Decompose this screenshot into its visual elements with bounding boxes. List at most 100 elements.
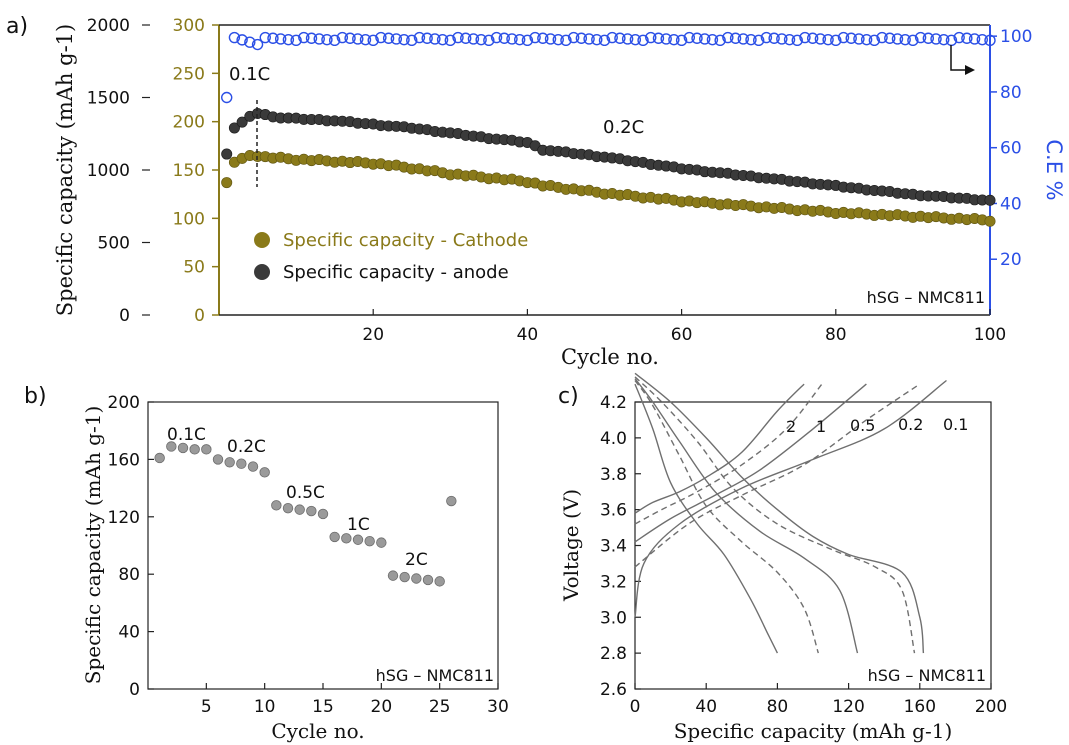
ce-point [444,34,456,47]
x-tick-label: 60 [671,325,693,345]
c-y-tick-label: 2.6 [600,680,627,700]
ce-series [221,31,996,104]
x-tick-label: 20 [362,325,384,345]
discharge-curve-0.2 [634,376,916,654]
ce-point [259,31,271,44]
ce-point [344,32,356,44]
c-x-tick-label: 160 [904,697,936,717]
ce-point [321,33,333,46]
discharge-curve-1 [634,380,819,654]
ce-point [282,33,295,46]
ce-point [783,33,796,46]
panel-a-ylabel-left: Specific capacity (mAh g-1) [53,24,77,316]
panel-a-cathode-ticks: 0 50 100 150 200 250 300 [173,16,219,326]
ce-point [660,33,672,45]
b-data-point [201,444,212,455]
panel-b-points [154,441,457,587]
anode-series [221,107,996,206]
x-tick-label: 80 [825,325,847,345]
ce-point [637,34,649,47]
ce-point [591,33,603,46]
ce-point [922,32,935,44]
c-y-tick-label: 3.6 [600,501,627,521]
ce-point [529,31,541,44]
anode-tick-label: 1000 [87,161,130,181]
b-data-point [399,571,410,583]
ce-point [714,34,726,47]
b-data-point [259,467,270,478]
panel-b: b) Specific capacity (mAh g-1) 0 40 80 120 1… [24,384,509,743]
panel-b-sample-label: hSG – NMC811 [376,666,494,685]
ce-point [244,36,256,48]
b-x-tick-label: 20 [371,697,393,717]
ce-point [860,33,873,46]
ce-tick-label: 80 [1000,83,1022,103]
ce-point [699,33,711,45]
b-data-point [271,500,282,511]
ce-point [575,32,588,44]
c-y-tick-label: 4.2 [600,393,627,413]
rate-label-2c: 2C [405,550,428,570]
ce-point [544,33,557,45]
anode-tick-label: 500 [98,234,130,254]
cathode-tick-label: 0 [194,306,205,326]
ce-point [984,34,996,47]
rate-label-1c: 1C [347,515,370,535]
legend-cathode-label: Specific capacity - Cathode [283,230,528,251]
ce-point [899,33,911,46]
ce-point [298,31,310,44]
b-data-point [166,441,177,452]
c-y-tick-label: 3.4 [600,537,627,557]
ce-point [290,34,302,47]
ce-tick-label: 40 [1000,194,1022,214]
anode-point [228,122,240,134]
ce-point [645,31,657,44]
ce-point [583,33,595,45]
ce-point [853,33,865,45]
ce-point [598,34,611,47]
b-data-point [434,576,445,587]
panel-a-ylabel-right: C.E % [1042,139,1066,200]
ce-point [891,33,904,45]
ce-point [382,32,395,44]
ce-point [274,33,287,45]
anode-tick-label: 2000 [87,16,130,36]
b-data-point [154,452,165,464]
panel-c-frame [634,401,992,690]
ce-point [521,34,534,47]
ce-point [953,31,965,44]
c-x-tick-label: 120 [832,697,864,717]
ce-point [814,33,827,45]
ce-point [914,31,927,44]
c-y-tick-label: 2.8 [600,644,627,664]
ce-point [868,34,881,47]
discharge-curve-2 [634,383,779,654]
b-data-point [411,573,422,584]
b-y-tick-label: 80 [118,565,140,585]
panel-a: a) Specific capacity (mAh g-1) 050010001… [6,14,1066,369]
rate-label-0p1c: 0.1C [167,425,206,445]
ce-point [513,33,526,46]
ce-point [421,32,433,44]
c-y-tick-label: 3.8 [600,465,627,485]
ce-tick-label: 60 [1000,139,1022,159]
c-y-tick-label: 3.0 [600,608,627,628]
c-y-tick-label: 4.0 [600,429,627,449]
ce-point [729,32,742,44]
ce-point [313,33,325,45]
ce-point [560,34,572,47]
ce-point [436,33,449,46]
ce-point [452,31,464,44]
curve-label-2: 2 [786,417,796,436]
ce-point [606,31,618,44]
ce-point [506,33,518,45]
c-x-tick-label: 0 [630,697,641,717]
ce-point [375,31,387,44]
ce-point [328,34,341,47]
ce-point [629,33,642,46]
ce-point [413,31,426,44]
ce-point [683,31,696,44]
c-x-tick-label: 200 [975,697,1007,717]
ce-point [498,32,510,44]
cathode-point [984,215,996,227]
